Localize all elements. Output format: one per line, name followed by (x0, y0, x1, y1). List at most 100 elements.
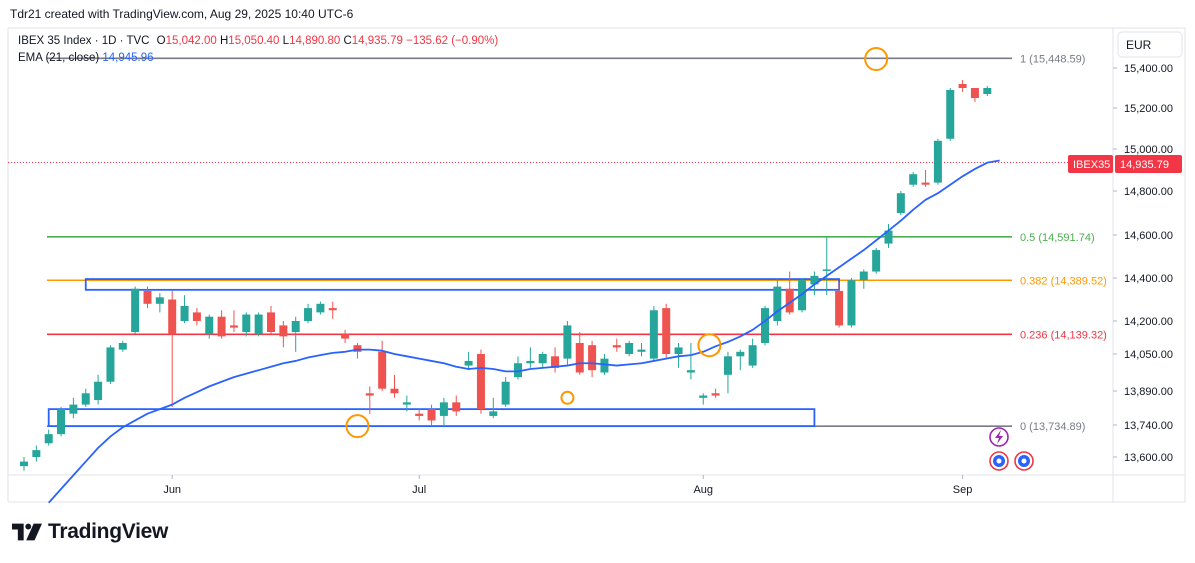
fib-label-1: 1 (15,448.59) (1020, 53, 1085, 65)
candle-body-18 (242, 314, 251, 332)
price-tick-label-0: 13,600.00 (1124, 452, 1173, 464)
tradingview-logo-text: TradingView (48, 520, 169, 543)
time-tick-label-1: Jul (412, 484, 426, 496)
currency-label: EUR (1126, 38, 1152, 52)
candle-body-75 (946, 90, 955, 139)
time-tick-label-0: Jun (163, 484, 181, 496)
candle-body-72 (909, 174, 918, 185)
fibonacci-retracement[interactable]: 1 (15,448.59) 0.5 (14,591.74) 0.382 (14,38… (47, 53, 1107, 433)
low-value: 14,890.80 (289, 35, 341, 47)
candle-body-64 (810, 275, 819, 285)
candle-body-69 (872, 250, 881, 272)
earnings-event-icon[interactable] (989, 451, 1009, 471)
candle-body-39 (501, 381, 510, 405)
price-tick-label-8: 15,000.00 (1124, 144, 1173, 156)
candle-body-9 (131, 288, 140, 332)
price-tick-label-1: 13,740.00 (1124, 420, 1173, 432)
ema-line (48, 159, 1000, 504)
candle-body-20 (267, 312, 275, 332)
candle-body-41 (526, 360, 535, 364)
candle-body-37 (476, 354, 485, 410)
candle-body-31 (402, 402, 411, 405)
candle-body-57 (723, 356, 732, 375)
open-label: O (156, 35, 166, 47)
price-tick-label-7: 14,800.00 (1124, 186, 1173, 198)
candle-body-14 (192, 312, 201, 321)
candle-body-45 (575, 343, 584, 373)
price-tick-label-4: 14,200.00 (1124, 316, 1173, 328)
candle-body-10 (143, 290, 152, 304)
candle-body-27 (353, 345, 362, 352)
fib-label-0: 0 (13,734.89) (1020, 421, 1085, 433)
candle-body-17 (229, 325, 238, 328)
candle-body-40 (514, 363, 522, 378)
candle-body-23 (304, 308, 313, 321)
candle-body-21 (279, 325, 288, 337)
low-label: L (282, 35, 290, 47)
candle-body-11 (155, 297, 164, 304)
candle-body-61 (773, 286, 782, 321)
candle-body-53 (674, 347, 683, 354)
candle-body-55 (699, 395, 708, 398)
candle-body-49 (625, 343, 634, 354)
candle-body-2 (44, 434, 53, 444)
ema-legend[interactable]: EMA (21, close) 14,945.96 (18, 52, 154, 64)
candle-body-44 (563, 325, 572, 359)
candle-body-13 (180, 305, 189, 321)
fib-label-0.5: 0.5 (14,591.74) (1020, 232, 1095, 244)
price-axis[interactable]: 13,600.00 13,740.00 13,890.00 14,050.00 14,2… (1113, 63, 1173, 464)
price-tick-label-6: 14,600.00 (1124, 230, 1173, 242)
candle-body-28 (365, 393, 374, 396)
candle-body-33 (427, 409, 436, 421)
currency-box[interactable] (1117, 31, 1183, 58)
highlight-circle-3 (864, 47, 889, 71)
candle-body-68 (859, 271, 868, 281)
candle-body-71 (896, 193, 905, 213)
tradingview-logo[interactable]: TradingView (12, 520, 168, 544)
dividend-event-icon[interactable] (989, 427, 1009, 447)
candle-body-26 (341, 334, 350, 339)
candle-body-50 (637, 349, 646, 352)
candle-body-74 (933, 140, 942, 183)
open-value: 15,042.00 (165, 35, 217, 47)
candle-body-30 (390, 388, 399, 394)
candlestick-series (20, 80, 992, 471)
close-value: 14,935.79 (351, 35, 403, 47)
candle-body-51 (649, 310, 658, 359)
earnings-event-icon-2[interactable] (1014, 451, 1034, 471)
last-price-tag-bg (1115, 155, 1182, 173)
price-tick-label-3: 14,050.00 (1124, 349, 1173, 361)
candle-body-25 (328, 308, 337, 311)
ema-series (48, 159, 1000, 504)
candle-body-54 (686, 370, 695, 373)
price-tick-label-2: 13,890.00 (1124, 386, 1173, 398)
candle-body-0 (20, 461, 28, 467)
highlight-circle-0 (345, 414, 370, 439)
price-tick-label-5: 14,400.00 (1124, 273, 1173, 285)
candle-body-59 (748, 345, 757, 366)
candle-body-42 (538, 354, 547, 364)
candle-body-67 (847, 280, 856, 326)
high-value: 15,050.40 (228, 35, 280, 47)
candle-body-38 (489, 411, 498, 416)
candle-body-16 (217, 316, 226, 337)
high-label: H (219, 35, 229, 47)
symbol-description: IBEX 35 Index · 1D · TVC (18, 35, 150, 47)
time-axis[interactable]: Jun Jul Aug Sep (163, 475, 972, 496)
symbol-tag: IBEX35 (1073, 159, 1110, 171)
candle-body-19 (254, 314, 263, 335)
ema-value: 14,945.96 (102, 52, 154, 64)
time-tick-label-3: Sep (953, 484, 973, 496)
candle-body-32 (415, 413, 424, 416)
time-tick-label-2: Aug (693, 484, 713, 496)
candle-body-43 (551, 356, 560, 368)
candle-body-70 (884, 230, 893, 244)
candle-body-77 (970, 88, 979, 98)
fib-label-0.236: 0.236 (14,139.32) (1020, 329, 1107, 341)
highlight-markers[interactable] (345, 47, 889, 439)
candle-body-5 (81, 393, 90, 405)
candle-body-66 (835, 290, 844, 326)
close-label: C (343, 35, 352, 47)
ohlc-legend[interactable]: IBEX 35 Index · 1D · TVC O15,042.00 H15,… (18, 35, 498, 47)
